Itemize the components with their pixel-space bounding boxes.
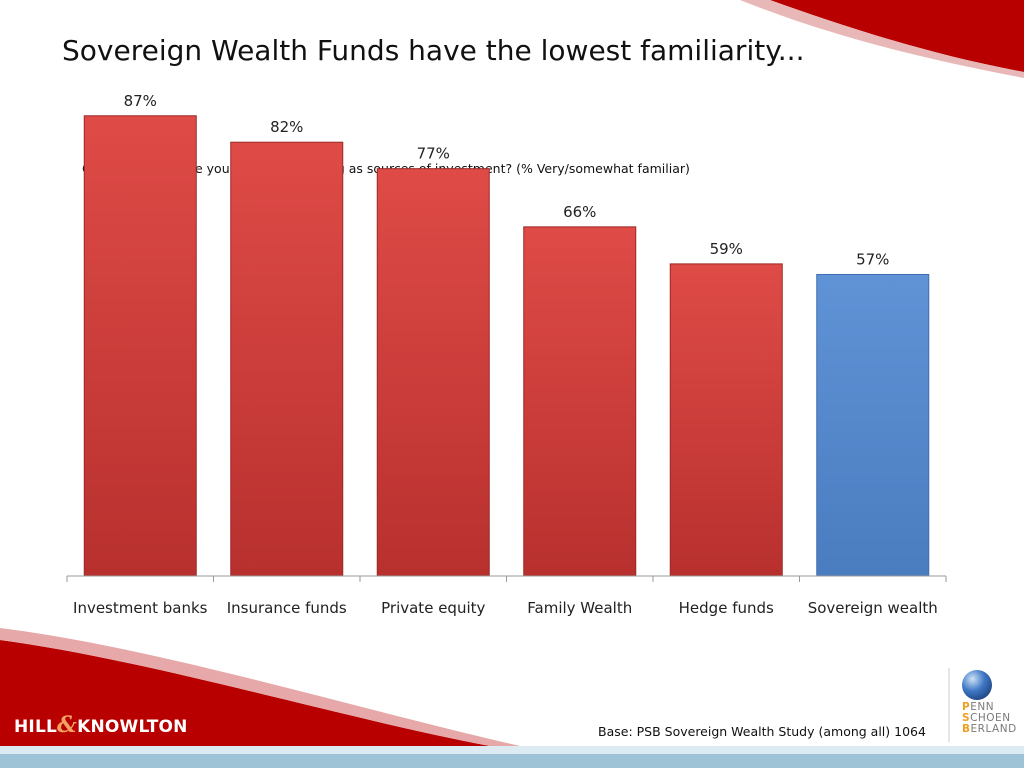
base-note: Base: PSB Sovereign Wealth Study (among … [598,724,926,739]
category-label: Hedge funds [679,599,774,617]
data-label: 77% [417,145,450,163]
x-axis-ticks [66,576,947,582]
penn-schoen-berland-wordmark: PENN SCHOEN BERLAND [962,701,1017,735]
category-label: Investment banks [73,599,208,617]
hill-knowlton-logo: HILL&KNOWLTON [14,712,188,738]
bars-layer [83,115,930,577]
data-label: 59% [710,240,743,258]
category-label: Private equity [381,599,485,617]
data-label: 82% [270,118,303,136]
category-label: Insurance funds [227,599,347,617]
bar-sovereign-wealth [816,273,930,577]
data-label: 87% [124,92,157,110]
bar-hedge-funds [669,263,783,577]
slide-title: Sovereign Wealth Funds have the lowest f… [62,34,805,67]
bar-investment-banks [83,115,197,577]
category-label: Family Wealth [527,599,632,617]
bar-family-wealth [523,226,637,577]
bar-insurance-funds [230,141,344,577]
category-label: Sovereign wealth [808,599,938,617]
data-label: 66% [563,203,596,221]
data-label: 57% [856,250,889,268]
category-labels-layer: Investment banks Insurance funds Private e… [73,599,938,617]
bar-private-equity [376,168,490,577]
data-labels-layer: 87% 82% 77% 66% 59% 57% [124,92,890,269]
penn-schoen-berland-globe-logo [948,668,992,742]
